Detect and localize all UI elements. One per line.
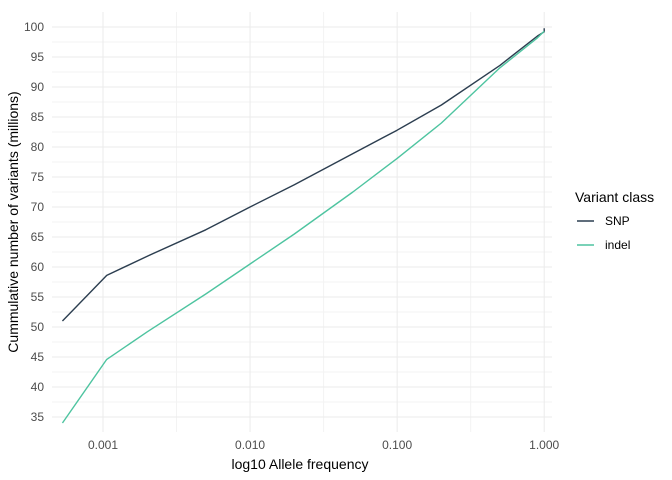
y-axis-tick-labels: 35 40 45 50 55 60 65 70 75 80 85 90 95 100: [24, 20, 44, 424]
x-axis-title: log10 Allele frequency: [232, 456, 369, 472]
y-tick-label: 50: [31, 320, 45, 334]
series-lines: [61, 28, 545, 424]
y-tick-label: 55: [31, 290, 45, 304]
y-tick-label: 40: [31, 380, 45, 394]
legend-items: SNP indel: [577, 214, 630, 252]
y-tick-label: 95: [31, 50, 45, 64]
major-gridlines: [52, 12, 552, 432]
y-tick-label: 90: [31, 80, 45, 94]
y-tick-label: 65: [31, 230, 45, 244]
y-tick-label: 70: [31, 200, 45, 214]
y-tick-label: 100: [24, 20, 44, 34]
legend-title: Variant class: [575, 189, 654, 205]
y-tick-label: 85: [31, 110, 45, 124]
legend-label-snp: SNP: [605, 214, 630, 228]
x-tick-label: 0.010: [235, 438, 265, 452]
x-tick-label: 0.100: [382, 438, 412, 452]
x-tick-label: 0.001: [88, 438, 118, 452]
series-line-snp: [61, 28, 545, 322]
x-tick-label: 1.000: [529, 438, 559, 452]
series-line-indel: [61, 30, 545, 424]
y-tick-label: 45: [31, 350, 45, 364]
y-axis-title: Cummulative number of variants (millions…: [5, 91, 21, 352]
legend: Variant class SNP indel: [575, 189, 654, 252]
y-tick-label: 60: [31, 260, 45, 274]
y-tick-label: 35: [31, 410, 45, 424]
minor-gridlines: [52, 12, 552, 432]
y-tick-label: 75: [31, 170, 45, 184]
x-axis-tick-labels: 0.001 0.010 0.100 1.000: [88, 438, 560, 452]
legend-label-indel: indel: [605, 238, 630, 252]
y-tick-label: 80: [31, 140, 45, 154]
